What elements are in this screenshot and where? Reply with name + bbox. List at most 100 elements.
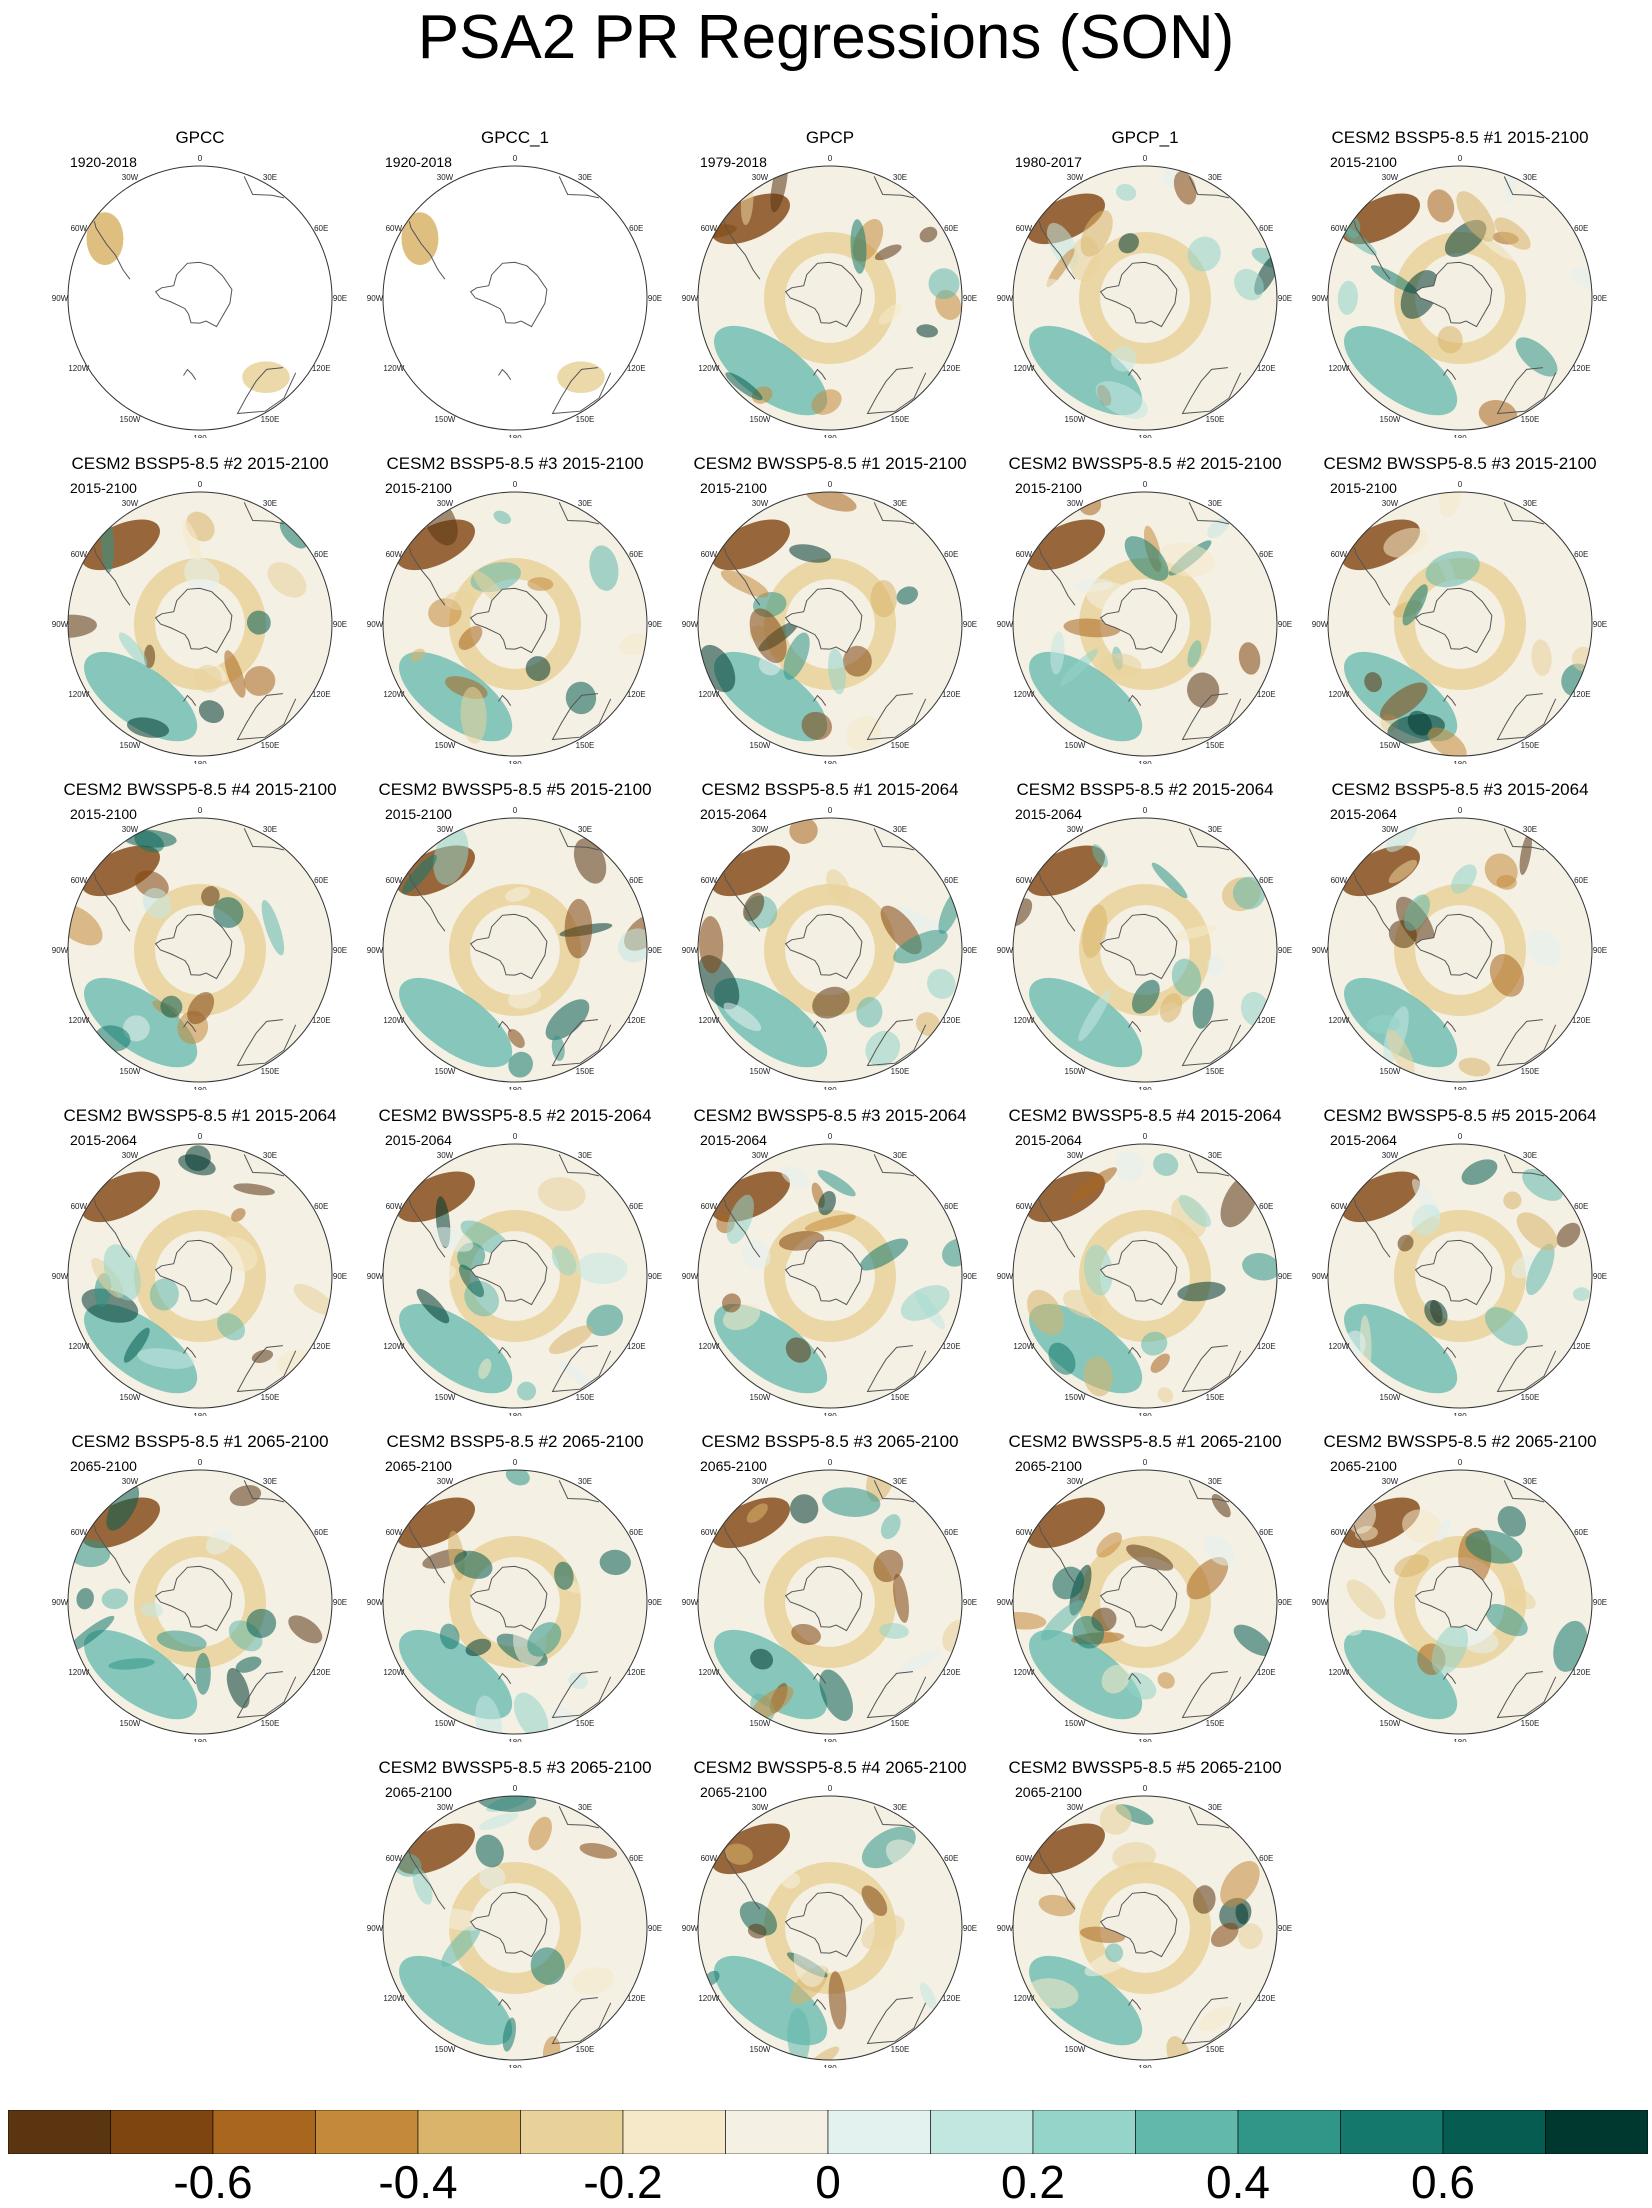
panel-period: 1980-2017 — [1015, 154, 1082, 170]
new-zealand-coastline — [498, 1672, 512, 1684]
longitude-label: 30W — [1067, 825, 1084, 834]
anomaly-patch — [568, 1672, 588, 1690]
dry-anomaly-ring — [1078, 231, 1211, 364]
anomaly-patch — [1105, 1943, 1124, 1963]
longitude-label: 60W — [1016, 876, 1033, 885]
anomaly-patch — [217, 1313, 245, 1341]
longitude-label: 60E — [944, 1202, 958, 1211]
longitude-label: 120W — [698, 1994, 719, 2003]
panel-period: 2015-2100 — [1330, 480, 1397, 496]
longitude-label: 60E — [944, 224, 958, 233]
anomaly-patch — [893, 929, 948, 964]
longitude-label: 90E — [963, 1924, 977, 1933]
south-america-coastline — [408, 221, 446, 280]
longitude-label: 60W — [1331, 224, 1348, 233]
panel-period: 2015-2100 — [70, 480, 137, 496]
longitude-label: 30E — [1208, 1151, 1222, 1160]
south-america-coastline — [723, 873, 761, 932]
longitude-label: 180 — [823, 1738, 837, 1742]
longitude-label: 150W — [1065, 1393, 1086, 1402]
map-frame — [382, 1469, 648, 1735]
panel-title: CESM2 BSSP5-8.5 #1 2015-2064 — [701, 780, 959, 799]
anomaly-patch — [791, 1623, 821, 1645]
panel-period: 1979-2018 — [700, 154, 767, 170]
longitude-label: 30W — [122, 173, 139, 182]
longitude-label: 60E — [944, 550, 958, 559]
longitude-label: 30E — [893, 499, 907, 508]
anomaly-patch — [198, 700, 225, 724]
longitude-label: 180 — [1138, 1412, 1152, 1416]
anomaly-patch — [741, 1240, 771, 1270]
longitude-label: 120E — [312, 1342, 331, 1351]
longitude-label: 90E — [648, 946, 662, 955]
dry-anomaly-blob — [1026, 1497, 1105, 1549]
africa-coastline — [1188, 1806, 1230, 1829]
longitude-label: 90E — [963, 1598, 977, 1607]
polar-map: 0 30E 60E 90E 120E 150E 180 150W 120W 90W 60W 30W — [997, 806, 1292, 1090]
anomaly-patch — [551, 1035, 565, 1062]
colorbar-tick-label: -0.6 — [173, 2156, 253, 2208]
new-zealand-coastline — [1128, 694, 1142, 706]
panel-title: GPCP — [805, 128, 855, 147]
wet-anomaly-blob — [714, 651, 828, 742]
anomaly-patch — [619, 633, 647, 656]
anomaly-patch — [195, 1652, 211, 1695]
colorbar-tick-label: 0.4 — [1206, 2156, 1270, 2208]
longitude-label: 90E — [333, 620, 347, 629]
panel-period: 2015-2064 — [1330, 1132, 1397, 1148]
longitude-label: 30E — [1208, 825, 1222, 834]
anomaly-patch — [476, 1796, 537, 1812]
map-frame — [382, 165, 648, 431]
colorbar-swatch — [725, 2110, 829, 2154]
dry-anomaly-ring — [448, 1209, 581, 1342]
anomaly-patch — [1238, 642, 1261, 675]
antarctica-coastline — [154, 261, 233, 328]
longitude-label: 180 — [193, 434, 207, 438]
longitude-label: 120E — [627, 1016, 646, 1025]
longitude-label: 120E — [627, 690, 646, 699]
anomaly-patch — [928, 268, 960, 300]
longitude-label: 30W — [1067, 173, 1084, 182]
anomaly-patch — [1151, 862, 1188, 899]
longitude-label: 60W — [71, 1202, 88, 1211]
dry-anomaly-blob — [1341, 845, 1420, 897]
panel-title: CESM2 BWSSP5-8.5 #3 2015-2064 — [693, 1106, 967, 1125]
anomaly-patch — [1572, 1287, 1590, 1301]
longitude-label: 60W — [71, 224, 88, 233]
dry-anomaly-blob — [396, 1171, 475, 1223]
new-zealand-coastline — [1443, 694, 1457, 706]
panel-period: 2065-2100 — [700, 1784, 767, 1800]
longitude-label: 150E — [576, 415, 595, 424]
anomaly-patch — [749, 608, 787, 664]
antarctica-coastline — [784, 1891, 863, 1958]
anomaly-patch — [1166, 2036, 1192, 2060]
anomaly-patch — [537, 1177, 586, 1212]
longitude-label: 90W — [367, 946, 384, 955]
wet-anomaly-blob — [1344, 1629, 1458, 1720]
anomaly-patch — [1060, 648, 1099, 686]
panel-period: 2015-2064 — [700, 806, 767, 822]
longitude-label: 150E — [261, 1393, 280, 1402]
wet-anomaly-blob — [1344, 325, 1458, 416]
longitude-label: 150W — [750, 415, 771, 424]
longitude-label: 90W — [367, 1272, 384, 1281]
panel-title: CESM2 BWSSP5-8.5 #4 2015-2100 — [63, 780, 337, 799]
longitude-label: 150W — [120, 1393, 141, 1402]
anomaly-patch — [194, 664, 222, 693]
longitude-label: 60W — [1016, 224, 1033, 233]
polar-map: 0 30E 60E 90E 120E 150E 180 150W 120W 90W 60W 30W — [367, 1784, 662, 2068]
anomaly-patch — [1412, 1204, 1441, 1236]
longitude-label: 60E — [1259, 1854, 1273, 1863]
longitude-label: 90W — [52, 946, 69, 955]
anomaly-patch — [861, 1914, 905, 1950]
anomaly-patch — [1040, 1600, 1084, 1641]
panel-title: GPCC_1 — [480, 128, 550, 147]
longitude-label: 90W — [997, 294, 1014, 303]
south-america-coastline — [1353, 873, 1391, 932]
anomaly-patch — [108, 1658, 155, 1670]
dry-anomaly-blob — [396, 1497, 475, 1549]
longitude-label: 90E — [963, 946, 977, 955]
south-america-coastline — [1038, 1525, 1076, 1584]
new-zealand-coastline — [1128, 1672, 1142, 1684]
longitude-label: 120W — [1013, 364, 1034, 373]
